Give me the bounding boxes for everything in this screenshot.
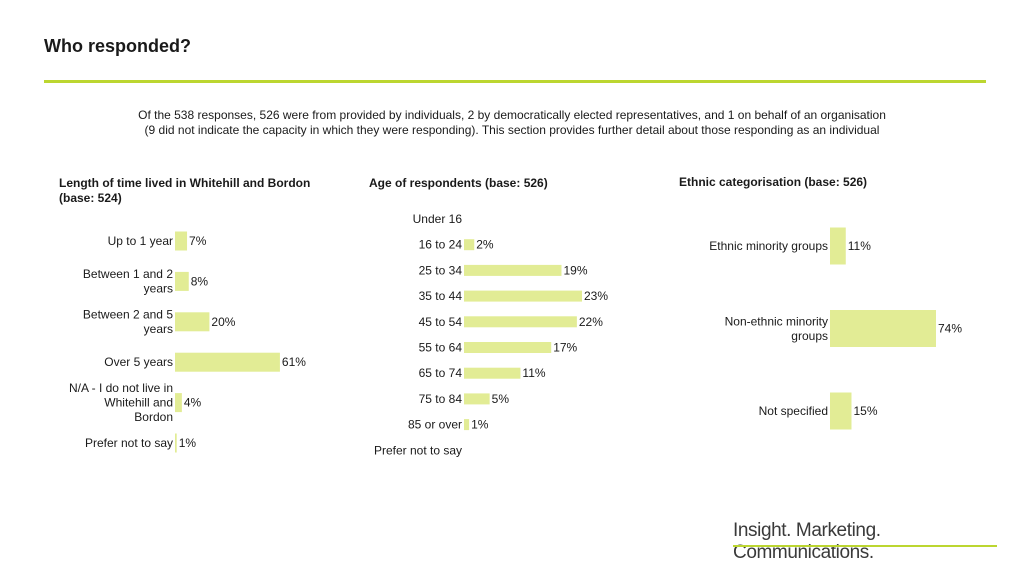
bar [175,312,210,332]
category-label: 35 to 44 [419,289,463,303]
category-label: 85 or over [408,418,462,432]
data-label: 4% [184,396,202,410]
bar [464,367,521,379]
data-label: 1% [471,418,489,432]
chart-title-ethnicity: Ethnic categorisation (base: 526) [679,175,867,190]
chart-title-line: Ethnic categorisation (base: 526) [679,175,868,189]
data-label: 74% [938,322,962,336]
bar [175,231,188,251]
category-label: 45 to 54 [419,315,463,329]
category-label: Between 2 and 5 years [83,308,173,337]
footer-tagline: Insight. Marketing. Communications. [733,520,881,563]
category-label: Prefer not to say [85,436,173,450]
bar [464,290,582,302]
data-label: 23% [584,289,608,303]
data-label: 7% [189,234,207,248]
age-of-respondents-chart: Under 16 16 to 24 2% 25 to 34 19% 35 to 44 23%… [374,212,608,457]
bar [830,227,846,265]
category-label: Ethnic minority groups [709,239,828,253]
category-label: 16 to 24 [419,238,463,252]
chart-title-age: Age of respondents (base: 526) [369,176,548,191]
data-label: 61% [282,355,306,369]
bar [464,393,490,405]
data-label: 15% [853,404,877,418]
footer-underline [733,545,997,547]
category-label: 65 to 74 [419,366,463,380]
data-label: 11% [522,366,545,380]
bar [830,392,852,430]
category-label: Over 5 years [104,355,173,369]
chart-title-line: Age of respondents (base: 526) [369,176,548,190]
title-divider [44,80,986,83]
data-label: 19% [563,263,587,277]
page-title: Who responded? [44,36,191,56]
bar [175,433,177,453]
category-label: 75 to 84 [419,392,463,406]
intro-line-1: Of the 538 responses, 526 were from prov… [138,108,886,122]
data-label: 2% [476,238,494,252]
category-label: 25 to 34 [419,263,463,277]
bar [175,352,280,372]
intro-text: Of the 538 responses, 526 were from prov… [100,108,924,138]
category-label: Not specified [759,404,828,418]
bar [464,239,475,251]
data-label: 17% [553,341,577,355]
category-label: N/A - I do not live in Whitehill and Bordo… [69,381,173,424]
ethnic-categorisation-chart: Ethnic minority groups 11% Non-ethnic mino… [709,227,962,430]
data-label: 11% [848,239,871,253]
category-label: Up to 1 year [108,234,173,248]
data-label: 22% [579,315,603,329]
chart-title-length-of-residence: Length of time lived in Whitehill and Bo… [59,176,310,206]
bar [464,316,577,328]
chart-title-line: (base: 524) [59,191,122,205]
bar [175,271,189,291]
length-of-residence-chart: Up to 1 year 7% Between 1 and 2 years 8% Betw… [69,231,306,453]
data-label: 20% [211,315,235,329]
bar [175,393,182,413]
bar [464,264,562,276]
category-label: Non-ethnic minority groups [725,314,828,343]
bar [830,310,936,347]
intro-line-2: (9 did not indicate the capacity in whic… [144,123,880,137]
data-label: 8% [191,274,209,288]
chart-title-line: Length of time lived in Whitehill and Bo… [59,176,311,190]
category-label: Under 16 [413,212,463,226]
bar [464,342,552,353]
category-label: Prefer not to say [374,443,462,457]
category-label: 55 to 64 [419,341,463,355]
data-label: 5% [492,392,510,406]
data-label: 1% [179,436,197,450]
category-label: Between 1 and 2 years [83,267,173,296]
bar [464,419,470,431]
